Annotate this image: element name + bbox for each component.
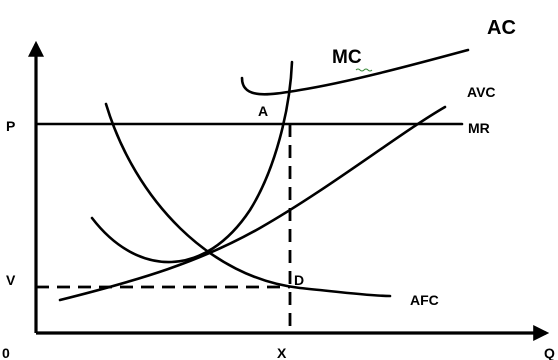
origin-label: 0	[2, 345, 10, 360]
afc-curve	[104, 102, 392, 298]
curve-label-ac: AC	[487, 17, 516, 39]
curve-label-mc: MC	[332, 47, 362, 68]
curve-label-afc: AFC	[410, 292, 439, 308]
point-label-d: D	[294, 272, 304, 288]
mc-curve	[90, 60, 294, 264]
x-axis-end-label: Q	[544, 345, 555, 360]
avc-curve	[58, 105, 447, 302]
x-marker-label: X	[277, 345, 287, 360]
y-marker-p: P	[6, 118, 15, 134]
point-label-a: A	[258, 103, 268, 119]
curve-label-avc: AVC	[467, 84, 496, 100]
mc-squiggle	[355, 68, 373, 72]
ac-curve	[240, 48, 470, 96]
y-marker-v: V	[6, 272, 16, 288]
curve-label-mr: MR	[468, 120, 490, 136]
